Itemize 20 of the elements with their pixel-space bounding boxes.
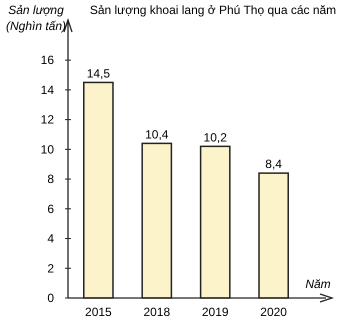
y-tick-label: 4 [47,232,54,246]
data-label: 10,2 [204,130,228,144]
data-label: 8,4 [265,157,282,172]
data-label: 14,5 [86,66,110,80]
y-tick-label: 2 [47,261,54,276]
x-tick-label: 2015 [85,305,112,319]
x-tick-label: 2020 [260,305,288,319]
y-tick-label: 14 [40,82,54,97]
y-tick-label: 6 [47,202,54,216]
chart-title: Sản lượng khoai lang ở Phú Thọ qua các năm [90,3,336,17]
y-tick-label: 8 [47,172,54,186]
x-tick-label: 2019 [202,305,229,319]
x-axis-title: Năm [305,277,331,291]
y-tick-label: 10 [40,142,54,156]
y-tick-label: 16 [40,53,54,68]
x-tick-label: 2018 [143,305,170,319]
data-label: 10,4 [145,127,169,142]
y-tick-label: 12 [40,112,54,127]
y-axis-title: Sản lượng (Nghìn tấn) [6,3,66,33]
y-tick-label: 0 [47,291,54,305]
